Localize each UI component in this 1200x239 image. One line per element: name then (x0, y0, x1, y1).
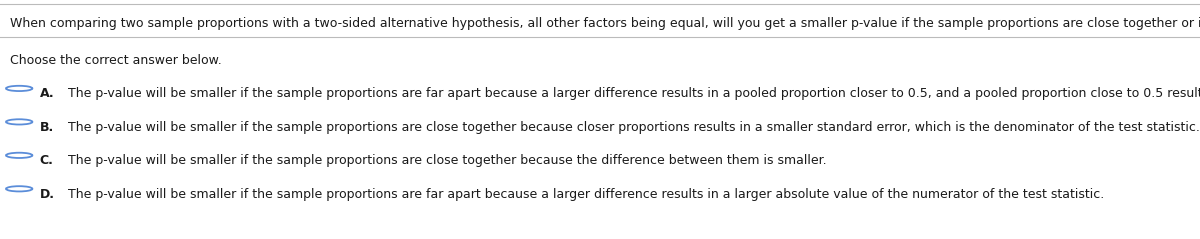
Text: B.: B. (40, 121, 54, 134)
Text: The p-value will be smaller if the sample proportions are close together because: The p-value will be smaller if the sampl… (60, 154, 827, 167)
Text: A.: A. (40, 87, 54, 100)
Text: D.: D. (40, 188, 55, 201)
Text: The p-value will be smaller if the sample proportions are close together because: The p-value will be smaller if the sampl… (60, 121, 1200, 134)
Text: Choose the correct answer below.: Choose the correct answer below. (10, 54, 221, 67)
Text: When comparing two sample proportions with a two-sided alternative hypothesis, a: When comparing two sample proportions wi… (10, 17, 1200, 30)
Text: C.: C. (40, 154, 54, 167)
Text: The p-value will be smaller if the sample proportions are far apart because a la: The p-value will be smaller if the sampl… (60, 188, 1104, 201)
Text: The p-value will be smaller if the sample proportions are far apart because a la: The p-value will be smaller if the sampl… (60, 87, 1200, 100)
